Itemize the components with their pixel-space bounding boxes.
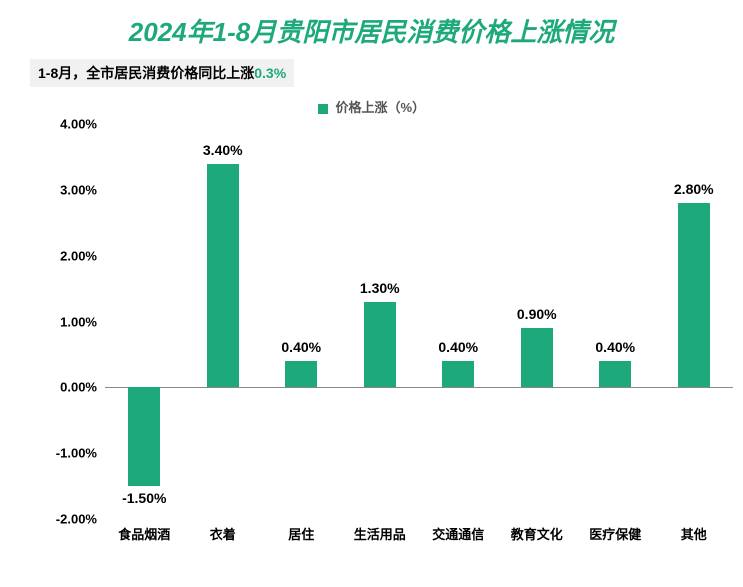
x-tick-label: 医疗保健 xyxy=(589,524,641,543)
bar-value-label: 0.90% xyxy=(517,306,557,322)
x-tick-label: 交通通信 xyxy=(432,524,484,543)
legend-marker xyxy=(318,104,328,114)
bar xyxy=(599,361,631,387)
chart-title-text: 2024年1-8月贵阳市居民消费价格上涨情况 xyxy=(129,17,614,47)
chart-area: -2.00%-1.00%0.00%1.00%2.00%3.00%4.00% -1… xyxy=(0,124,743,554)
x-tick-label: 其他 xyxy=(681,524,707,543)
plot-area: -1.50% 3.40% 0.40% 1.30% 0.40% 0.90% 0.40% 2.80… xyxy=(105,124,733,519)
legend-label: 价格上涨（%） xyxy=(336,100,426,115)
chart-title: 2024年1-8月贵阳市居民消费价格上涨情况 xyxy=(0,0,743,49)
bar xyxy=(285,361,317,387)
baseline xyxy=(105,387,733,388)
y-tick-label: 0.00% xyxy=(60,380,97,395)
bar xyxy=(128,387,160,486)
bar xyxy=(442,361,474,387)
bar-value-label: 0.40% xyxy=(438,339,478,355)
y-tick-label: -2.00% xyxy=(56,512,97,527)
bar xyxy=(678,203,710,387)
y-tick-label: 3.00% xyxy=(60,182,97,197)
bar-value-label: 2.80% xyxy=(674,181,714,197)
chart-legend: 价格上涨（%） xyxy=(0,97,743,116)
bar-value-label: 0.40% xyxy=(595,339,635,355)
x-tick-label: 教育文化 xyxy=(511,524,563,543)
y-tick-label: 2.00% xyxy=(60,248,97,263)
x-tick-label: 居住 xyxy=(288,524,314,543)
x-tick-label: 生活用品 xyxy=(354,524,406,543)
bar-value-label: 1.30% xyxy=(360,280,400,296)
y-tick-label: -1.00% xyxy=(56,446,97,461)
bar-value-label: 0.40% xyxy=(281,339,321,355)
bar-value-label: -1.50% xyxy=(122,490,166,506)
subtitle-box: 1-8月，全市居民消费价格同比上涨0.3% xyxy=(30,59,294,87)
x-tick-label: 衣着 xyxy=(210,524,236,543)
subtitle-highlight: 0.3% xyxy=(254,65,286,81)
bar xyxy=(521,328,553,387)
bar xyxy=(364,302,396,388)
x-tick-label: 食品烟酒 xyxy=(118,524,170,543)
y-tick-label: 1.00% xyxy=(60,314,97,329)
y-axis: -2.00%-1.00%0.00%1.00%2.00%3.00%4.00% xyxy=(0,124,105,519)
bar xyxy=(207,164,239,388)
subtitle-prefix: 1-8月，全市居民消费价格同比上涨 xyxy=(38,65,254,81)
y-tick-label: 4.00% xyxy=(60,117,97,132)
bar-value-label: 3.40% xyxy=(203,142,243,158)
chart-subtitle: 1-8月，全市居民消费价格同比上涨0.3% xyxy=(30,59,743,87)
x-axis-labels: 食品烟酒 衣着 居住 生活用品 交通通信 教育文化 医疗保健 其他 xyxy=(105,522,733,547)
